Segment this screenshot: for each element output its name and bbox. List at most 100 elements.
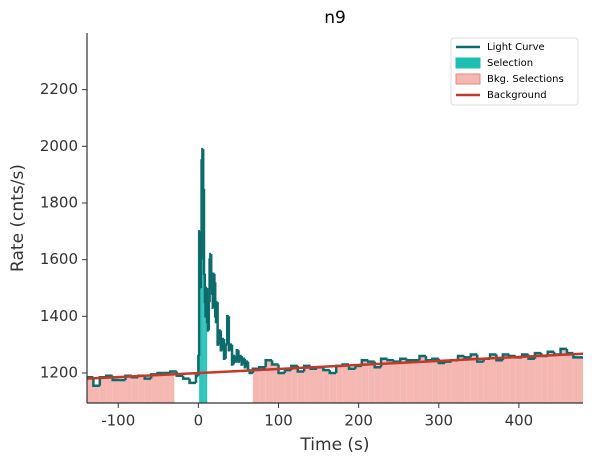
bkg-selection-fill: [99, 377, 107, 403]
light-curve-step: [565, 348, 574, 355]
bkg-selection-fill: [170, 371, 175, 403]
bkg-selection-fill: [310, 368, 317, 403]
bkg-selection-fill: [554, 354, 561, 403]
bkg-selection-fill: [381, 358, 388, 403]
light-curve-step: [217, 329, 221, 345]
light-curve-step: [405, 358, 414, 362]
bkg-selection-fill: [528, 358, 535, 403]
bkg-selection-fill: [252, 368, 260, 403]
light-curve-step: [224, 343, 228, 359]
light-curve-step: [188, 378, 196, 385]
bkg-selection-fill: [125, 375, 132, 403]
bkg-selection-fill: [342, 364, 350, 403]
bkg-selection-fill: [93, 385, 100, 403]
bkg-selection-fill: [259, 367, 266, 403]
light-curve-step: [221, 337, 225, 351]
chart-title: n9: [324, 8, 346, 28]
bkg-selection-fill: [323, 370, 330, 403]
light-curve-step: [508, 354, 516, 358]
y-axis-label: Rate (cnts/s): [8, 164, 28, 272]
legend-box: [450, 37, 579, 106]
legend-label: Background: [487, 90, 547, 101]
bkg-selection-fill: [393, 361, 401, 403]
light-curve-step: [277, 364, 285, 375]
y-tick-label: 1800: [40, 193, 78, 211]
bkg-selection-fill: [374, 367, 382, 403]
y-tick-label: 2000: [40, 137, 78, 155]
bkg-selection-fill: [151, 374, 158, 403]
light-curve-step: [245, 360, 249, 368]
light-curve-step: [302, 364, 311, 372]
legend-label: Selection: [487, 58, 533, 69]
light-curve-step: [418, 354, 426, 361]
light-curve-step: [169, 370, 177, 373]
bkg-selection-fill: [368, 361, 375, 403]
bkg-selection-fill: [413, 360, 420, 403]
selection-fill: [203, 273, 205, 403]
light-curve-step: [559, 347, 567, 355]
bkg-selection-fill: [265, 360, 273, 403]
bkg-selection-fill: [464, 357, 471, 403]
x-tick-label: 200: [344, 412, 373, 430]
light-curve-step: [264, 358, 273, 368]
bkg-selection-fill: [477, 361, 484, 403]
light-curve-step: [181, 375, 190, 380]
bkg-selection-fill: [406, 360, 414, 403]
bkg-selection-fill: [509, 355, 516, 403]
bkg-selection-fill: [425, 360, 433, 403]
bkg-selection-fill: [157, 372, 164, 403]
bkg-selection-fill: [400, 358, 407, 403]
selection-fill: [202, 149, 204, 403]
light-curve-step: [207, 300, 211, 331]
legend-label: Bkg. Selections: [487, 74, 564, 85]
light-curve-step: [399, 357, 407, 362]
selection-fill: [205, 316, 207, 403]
light-curve-step: [209, 253, 213, 290]
light-curve-step: [197, 354, 200, 376]
selection-fill: [200, 259, 202, 403]
selection-fill: [204, 302, 206, 403]
light-curve-step: [92, 377, 100, 387]
bkg-selection-fill: [502, 354, 510, 403]
light-curve-step: [194, 374, 199, 383]
legend-swatch: [455, 73, 481, 85]
light-curve-step: [283, 368, 292, 373]
light-curve-step: [201, 149, 205, 191]
bkg-selection-fill: [534, 353, 542, 403]
bkg-selection-fill: [438, 363, 446, 403]
bkg-selection-fill: [163, 372, 171, 403]
bkg-selection-fill: [329, 372, 337, 403]
bkg-selection-fill: [541, 355, 548, 403]
bkg-selection-fill: [445, 361, 452, 403]
bkg-selection-fill: [297, 371, 305, 403]
bkg-selection-fill: [515, 357, 523, 403]
bkg-selection-fill: [112, 380, 120, 403]
background-line: [86, 352, 584, 380]
bkg-selection-fill: [457, 355, 465, 403]
x-axis-label: Time (s): [299, 435, 369, 455]
bkg-selection-fill: [496, 360, 503, 403]
bkg-selection-fill: [131, 377, 139, 403]
bkg-selection-fill: [272, 364, 279, 403]
y-tick-label: 1200: [40, 363, 78, 381]
light-curve-step: [475, 354, 484, 363]
bkg-selection-fill: [522, 354, 529, 403]
bkg-selection-fill: [560, 348, 567, 403]
bkg-selection-fill: [278, 372, 285, 403]
light-curve-step: [213, 273, 216, 284]
light-curve-step: [469, 353, 478, 358]
bkg-selection-fill: [138, 375, 145, 403]
light-curve-step: [463, 355, 471, 359]
legend-swatch: [455, 57, 481, 69]
bkg-selection-fill: [106, 375, 113, 403]
bkg-selection-fill: [361, 360, 369, 403]
light-curve-step: [431, 357, 439, 361]
light-curve-step: [216, 302, 220, 346]
light-curve-step: [495, 354, 503, 362]
y-tick-label: 1400: [40, 307, 78, 325]
bkg-selection-fill: [483, 358, 491, 403]
legend-label: Light Curve: [487, 42, 545, 53]
light-curve-step: [197, 230, 201, 356]
light-curve-step: [219, 330, 223, 352]
light-curve-step: [246, 361, 250, 372]
